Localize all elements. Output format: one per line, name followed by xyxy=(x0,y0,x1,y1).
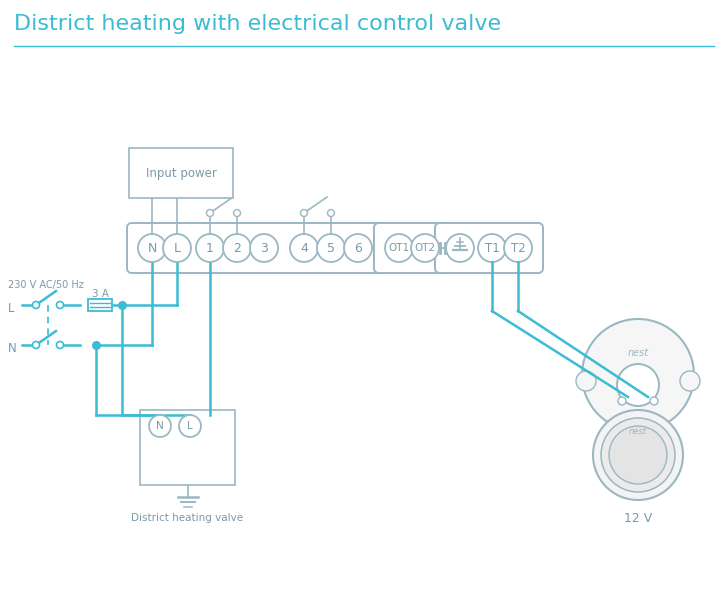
Circle shape xyxy=(618,397,626,405)
Text: 3: 3 xyxy=(260,242,268,254)
Circle shape xyxy=(290,234,318,262)
Text: OT1: OT1 xyxy=(389,243,410,253)
Circle shape xyxy=(582,319,694,431)
Circle shape xyxy=(680,371,700,391)
Circle shape xyxy=(207,210,213,216)
Circle shape xyxy=(328,210,334,216)
Text: T2: T2 xyxy=(510,242,526,254)
Text: District heating valve: District heating valve xyxy=(132,513,244,523)
Circle shape xyxy=(196,234,224,262)
Text: 4: 4 xyxy=(300,242,308,254)
Circle shape xyxy=(385,234,413,262)
Text: N: N xyxy=(156,421,164,431)
Circle shape xyxy=(57,302,63,308)
Text: 5: 5 xyxy=(327,242,335,254)
Text: OT2: OT2 xyxy=(414,243,435,253)
Circle shape xyxy=(617,364,659,406)
FancyBboxPatch shape xyxy=(127,223,383,273)
Circle shape xyxy=(250,234,278,262)
FancyBboxPatch shape xyxy=(129,148,233,198)
FancyBboxPatch shape xyxy=(374,223,450,273)
Circle shape xyxy=(223,234,251,262)
Text: Input power: Input power xyxy=(146,166,216,179)
Circle shape xyxy=(411,234,439,262)
Circle shape xyxy=(163,234,191,262)
Circle shape xyxy=(609,426,667,484)
Circle shape xyxy=(33,302,39,308)
Circle shape xyxy=(576,371,596,391)
FancyBboxPatch shape xyxy=(88,299,112,311)
FancyBboxPatch shape xyxy=(435,223,543,273)
Text: nest: nest xyxy=(628,348,649,358)
Text: 6: 6 xyxy=(354,242,362,254)
Circle shape xyxy=(446,234,474,262)
Circle shape xyxy=(650,397,658,405)
Text: District heating with electrical control valve: District heating with electrical control… xyxy=(14,14,501,34)
FancyBboxPatch shape xyxy=(140,410,235,485)
Circle shape xyxy=(179,415,201,437)
Circle shape xyxy=(601,418,675,492)
Text: 2: 2 xyxy=(233,242,241,254)
Circle shape xyxy=(593,410,683,500)
Text: L: L xyxy=(8,302,15,315)
Text: L: L xyxy=(187,421,193,431)
Circle shape xyxy=(57,342,63,349)
Circle shape xyxy=(344,234,372,262)
Text: nest: nest xyxy=(629,426,647,435)
Text: 3 A: 3 A xyxy=(92,289,108,299)
Circle shape xyxy=(317,234,345,262)
Circle shape xyxy=(149,415,171,437)
Text: N: N xyxy=(8,343,17,355)
Text: 12 V: 12 V xyxy=(624,511,652,525)
Circle shape xyxy=(504,234,532,262)
Circle shape xyxy=(33,342,39,349)
Text: 230 V AC/50 Hz: 230 V AC/50 Hz xyxy=(8,280,84,290)
Text: T1: T1 xyxy=(485,242,499,254)
Circle shape xyxy=(234,210,240,216)
Text: L: L xyxy=(173,242,181,254)
Circle shape xyxy=(478,234,506,262)
Text: 1: 1 xyxy=(206,242,214,254)
Text: N: N xyxy=(147,242,157,254)
Circle shape xyxy=(301,210,307,216)
Circle shape xyxy=(138,234,166,262)
